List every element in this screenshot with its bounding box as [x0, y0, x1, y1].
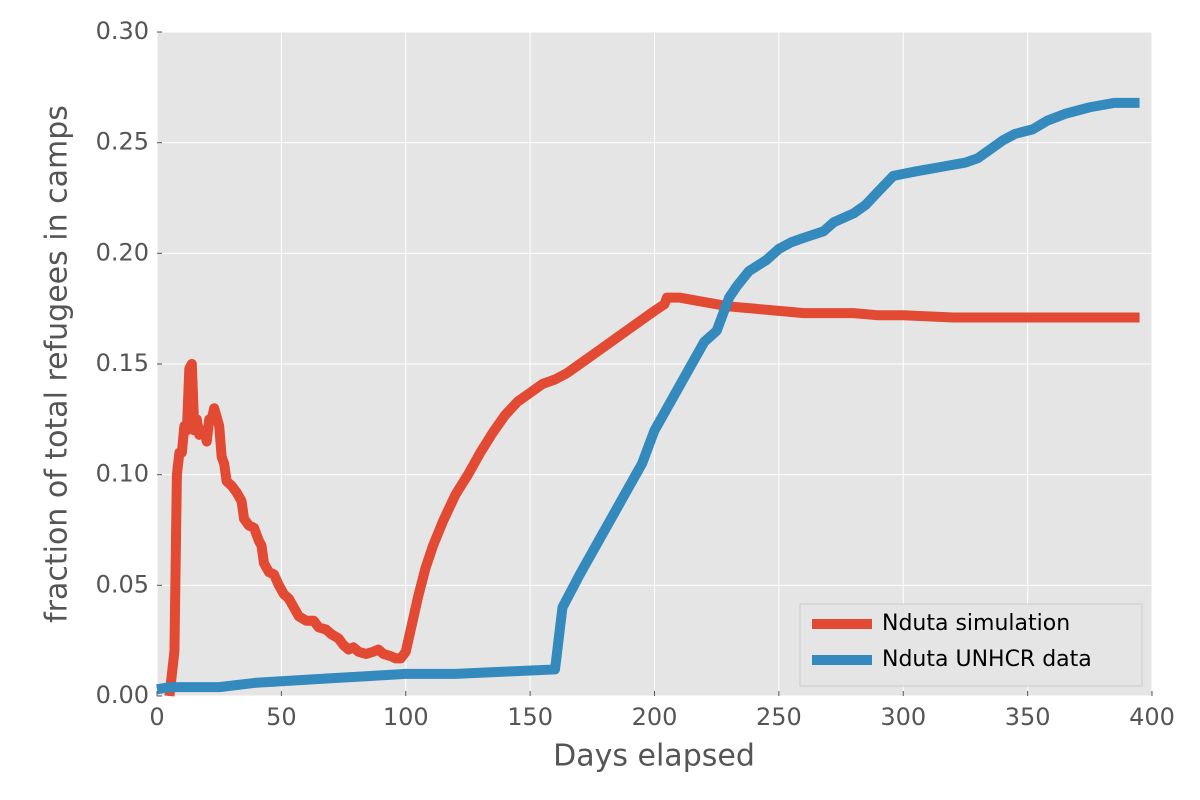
legend-label: Nduta simulation	[882, 611, 1070, 636]
y-tick-label: 0.10	[96, 460, 149, 488]
x-axis-label: Days elapsed	[553, 739, 755, 774]
x-tick-label: 250	[756, 703, 802, 731]
line	[156, 97, 1140, 695]
y-tick-label: 0.15	[96, 349, 149, 377]
legend-box	[799, 603, 1143, 687]
y-tick-label: 0.30	[96, 17, 149, 45]
legend-label: Nduta UNHCR data	[882, 647, 1092, 672]
x-tick-label: 300	[880, 703, 926, 731]
y-tick-label: 0.25	[96, 128, 149, 156]
x-tick-label: 200	[632, 703, 678, 731]
x-tick-label: 0	[149, 703, 164, 731]
line	[164, 292, 1140, 697]
y-tick-label: 0.05	[96, 570, 149, 598]
x-tick-label: 350	[1005, 703, 1051, 731]
y-tick-label: 0.20	[96, 238, 149, 266]
y-tick-label: 0.00	[96, 681, 149, 709]
y-axis-label: fraction of total refugees in camps	[40, 105, 75, 623]
x-tick-label: 400	[1129, 703, 1175, 731]
x-tick-label: 150	[507, 703, 553, 731]
x-tick-label: 100	[383, 703, 429, 731]
x-tick-label: 50	[266, 703, 297, 731]
